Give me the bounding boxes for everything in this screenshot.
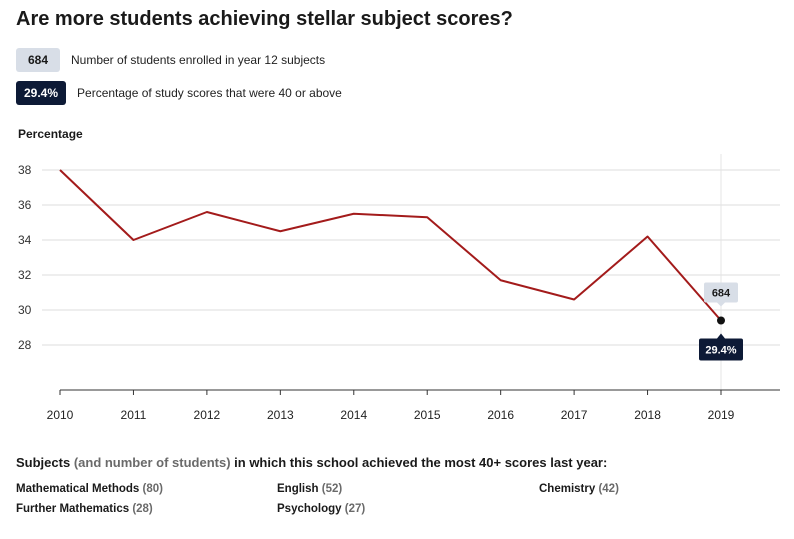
subject-item: Further Mathematics (28) [16, 503, 153, 515]
y-tick-label: 36 [18, 198, 32, 212]
students-tooltip-label: 684 [712, 288, 731, 300]
subject-name: English [277, 483, 319, 495]
students-legend-text: Number of students enrolled in year 12 s… [71, 53, 326, 67]
subject-name: Further Mathematics [16, 503, 130, 515]
subjects-heading-rest: in which this school achieved the most 4… [234, 455, 608, 470]
students-badge: 684 [16, 48, 60, 72]
subject-name: Chemistry [539, 483, 596, 495]
x-tick-label: 2015 [414, 408, 441, 422]
percentage-legend-text: Percentage of study scores that were 40 … [77, 86, 342, 100]
percentage-tooltip [699, 338, 743, 361]
subjects-heading: Subjects (and number of students) in whi… [16, 455, 607, 470]
x-tick-label: 2019 [708, 408, 735, 422]
subject-item: Mathematical Methods (80) [16, 483, 163, 495]
series-line [59, 169, 722, 322]
students-tooltip [704, 282, 738, 303]
chart-title: Are more students achieving stellar subj… [16, 8, 513, 30]
x-tick-label: 2012 [194, 408, 221, 422]
subject-item: Chemistry (42) [539, 483, 619, 495]
y-tick-label: 34 [18, 233, 32, 247]
percentage-tooltip-label: 29.4% [705, 345, 736, 357]
x-tick-label: 2013 [267, 408, 294, 422]
students-tooltip-pointer [717, 302, 725, 307]
x-tick-label: 2011 [121, 408, 147, 422]
line-chart: 28 30 32 34 36 38 2010 2011 2012 2013 2014 2015 2016… [18, 154, 780, 422]
y-axis-label: Percentage [18, 127, 83, 141]
subject-name: Mathematical Methods [16, 483, 140, 495]
x-tick-label: 2017 [561, 408, 588, 422]
x-tick-label: 2016 [487, 408, 514, 422]
subject-name: Psychology [277, 503, 342, 515]
y-tick-label: 32 [18, 268, 32, 282]
y-tick-label: 28 [18, 338, 32, 352]
subject-count: (42) [598, 483, 619, 495]
legend-students: 684 Number of students enrolled in year … [16, 48, 325, 72]
percentage-badge: 29.4% [16, 81, 67, 105]
highlight-point [717, 316, 725, 325]
x-tick-label: 2014 [340, 408, 367, 422]
subject-count: (27) [344, 503, 366, 515]
subjects-heading-muted: (and number of students) [73, 455, 231, 470]
x-tick-label: 2018 [634, 408, 661, 422]
subject-count: (28) [132, 503, 153, 515]
percentage-tooltip-pointer [717, 333, 725, 339]
subject-item: Psychology (27) [277, 503, 365, 515]
x-tick-label: 2010 [47, 408, 74, 422]
subjects-heading-bold: Subjects [16, 455, 71, 470]
y-tick-label: 30 [18, 303, 32, 317]
subject-count: (80) [142, 483, 163, 495]
legend-percentage: 29.4% Percentage of study scores that we… [16, 81, 342, 105]
subject-count: (52) [321, 483, 343, 495]
y-tick-label: 38 [18, 163, 32, 177]
subject-item: English (52) [277, 483, 342, 495]
